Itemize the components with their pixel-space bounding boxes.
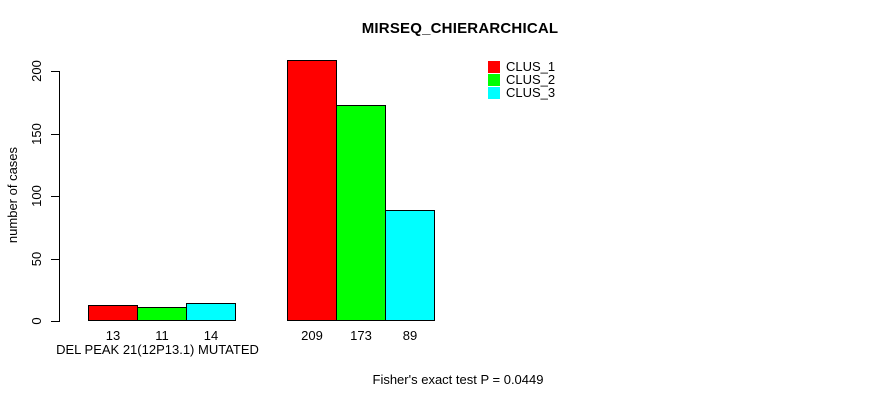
y-axis-tick-label: 150 bbox=[29, 123, 44, 145]
y-axis-tick bbox=[51, 259, 59, 260]
legend-item-clus_2: CLUS_2 bbox=[488, 73, 555, 86]
bar-value-label: 14 bbox=[203, 328, 219, 343]
bar-value-label: 11 bbox=[155, 328, 169, 343]
y-axis-tick-label: 50 bbox=[29, 251, 44, 267]
x-axis-label: DEL PEAK 21(12P13.1) MUTATED bbox=[56, 342, 259, 357]
y-axis-tick-label: 200 bbox=[29, 60, 44, 82]
chart-title: MIRSEQ_CHIERARCHICAL bbox=[361, 20, 559, 37]
y-axis-tick-label: 100 bbox=[29, 185, 44, 207]
legend-label: CLUS_3 bbox=[506, 85, 556, 100]
y-axis-tick-label: 0 bbox=[29, 317, 44, 325]
y-axis-tick bbox=[51, 71, 59, 72]
bar-value-label: 173 bbox=[350, 328, 372, 343]
legend-item-clus_1: CLUS_1 bbox=[488, 60, 555, 73]
bar-value-label: 209 bbox=[301, 328, 323, 343]
legend-label: CLUS_1 bbox=[506, 59, 556, 74]
y-axis-line bbox=[59, 71, 60, 322]
y-axis-tick bbox=[51, 134, 59, 135]
bar-value-label: 89 bbox=[402, 328, 418, 343]
legend-swatch-icon bbox=[488, 60, 500, 73]
bar-clus_1-group2 bbox=[287, 60, 337, 321]
bar-clus_3-group2 bbox=[385, 210, 435, 321]
bar-clus_1-group1 bbox=[88, 305, 138, 321]
bar-clus_2-group2 bbox=[336, 105, 386, 321]
bar-value-label: 13 bbox=[105, 328, 121, 343]
legend-label: CLUS_2 bbox=[506, 72, 556, 87]
bar-clus_3-group1 bbox=[186, 303, 236, 321]
y-axis-tick bbox=[51, 321, 59, 322]
legend: CLUS_1 CLUS_2 CLUS_3 bbox=[488, 60, 555, 99]
legend-swatch-icon bbox=[488, 86, 500, 99]
legend-swatch-icon bbox=[488, 73, 500, 86]
stat-test-caption: Fisher's exact test P = 0.0449 bbox=[372, 372, 544, 387]
bar-clus_2-group1 bbox=[137, 307, 187, 321]
y-axis-tick bbox=[51, 196, 59, 197]
legend-item-clus_3: CLUS_3 bbox=[488, 86, 555, 99]
